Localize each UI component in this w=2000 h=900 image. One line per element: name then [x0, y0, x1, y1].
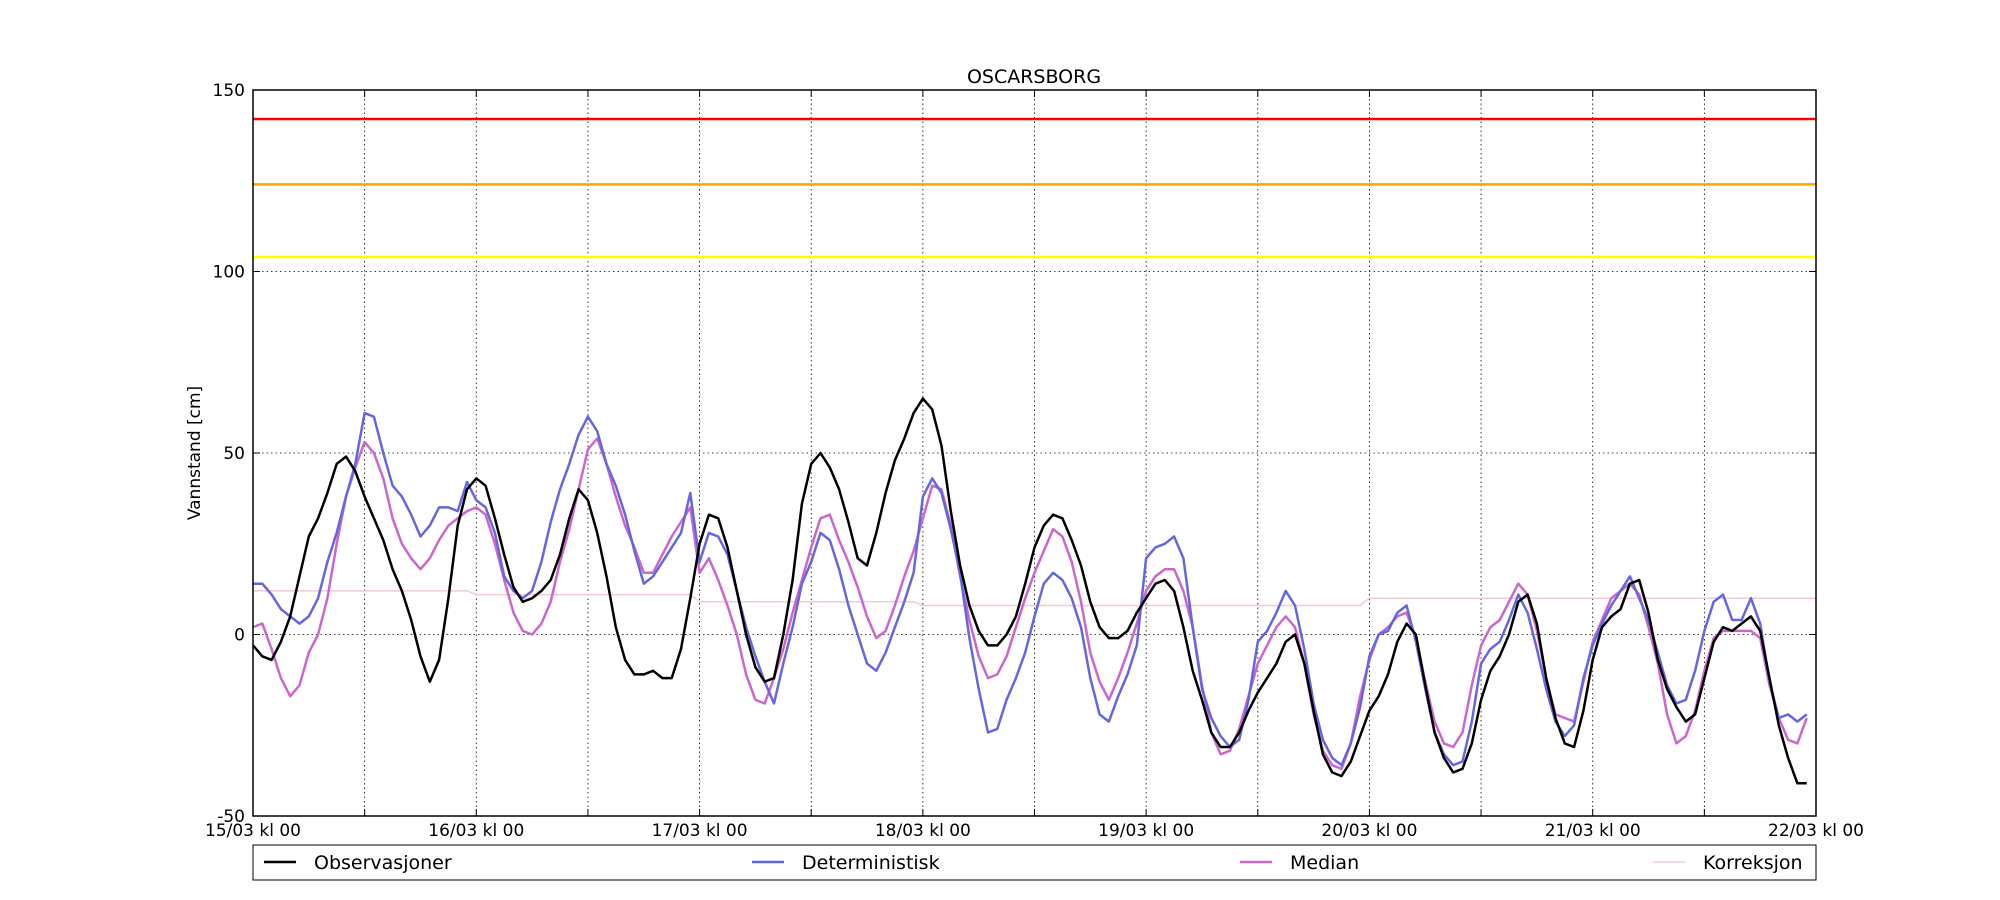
legend-label: Deterministisk [802, 852, 940, 874]
x-tick-label: 18/03 kl 00 [875, 821, 971, 841]
grid [253, 90, 1816, 816]
y-tick-label: 150 [213, 81, 245, 101]
x-tick-label: 15/03 kl 00 [205, 821, 301, 841]
legend-label: Korreksjon [1703, 852, 1803, 874]
x-tick-label: 16/03 kl 00 [428, 821, 524, 841]
x-ticks: 15/03 kl 00 16/03 kl 00 17/03 kl 00 18/03 k… [205, 90, 1864, 841]
series-line-observasjoner [252, 397, 1807, 785]
threshold-lines [253, 117, 1816, 259]
x-tick-label: 20/03 kl 00 [1321, 821, 1417, 841]
legend: Observasjoner Deterministisk Median Korreks… [252, 844, 1817, 881]
series-line-korreksjon [253, 590, 1816, 607]
legend-label: Median [1290, 852, 1359, 874]
y-tick-label: 100 [213, 263, 245, 283]
x-tick-label: 17/03 kl 00 [652, 821, 748, 841]
legend-label: Observasjoner [314, 852, 452, 874]
y-ticks: -50 0 50 100 150 [213, 81, 1816, 827]
series-line-deterministisk [253, 411, 1808, 767]
y-tick-label: 0 [234, 626, 245, 646]
y-tick-label: -50 [217, 807, 245, 827]
chart-title: OSCARSBORG [967, 66, 1101, 88]
legend-frame [252, 844, 1817, 881]
plot-series [252, 397, 1816, 785]
x-tick-label: 19/03 kl 00 [1098, 821, 1194, 841]
y-tick-label: 50 [223, 444, 245, 464]
x-tick-label: 22/03 kl 00 [1768, 821, 1864, 841]
x-tick-label: 21/03 kl 00 [1545, 821, 1641, 841]
y-axis-label: Vannstand [cm] [185, 386, 205, 520]
